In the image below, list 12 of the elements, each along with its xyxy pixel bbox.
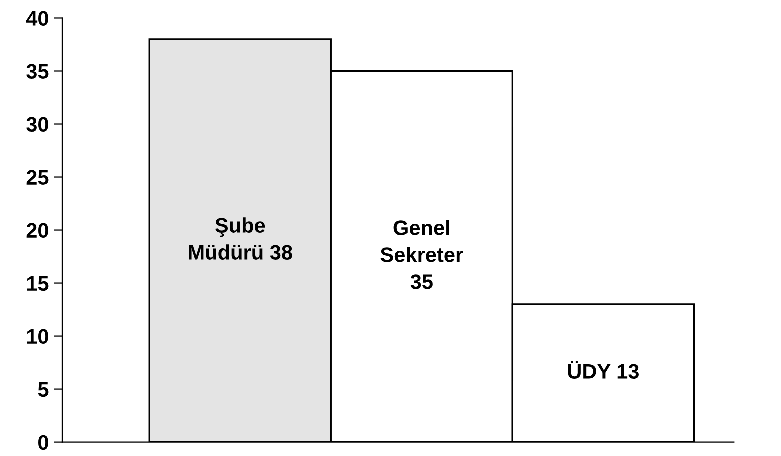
data-label: Şube Müdürü 38	[189, 218, 292, 260]
y-tick-label: 15	[27, 276, 49, 292]
data-label: Genel Sekreter 35	[380, 220, 464, 290]
y-tick-label: 35	[26, 64, 49, 80]
y-tick-label: 10	[27, 329, 48, 344]
y-tick-label: 25	[26, 170, 49, 186]
y-tick-label: 0	[38, 435, 48, 450]
y-tick-label: 40	[26, 11, 48, 26]
y-tick-label: 30	[26, 117, 48, 132]
y-tick-label: 5	[38, 382, 49, 398]
y-tick-label: 20	[26, 223, 48, 238]
data-label: ÜDY 13	[568, 361, 639, 380]
